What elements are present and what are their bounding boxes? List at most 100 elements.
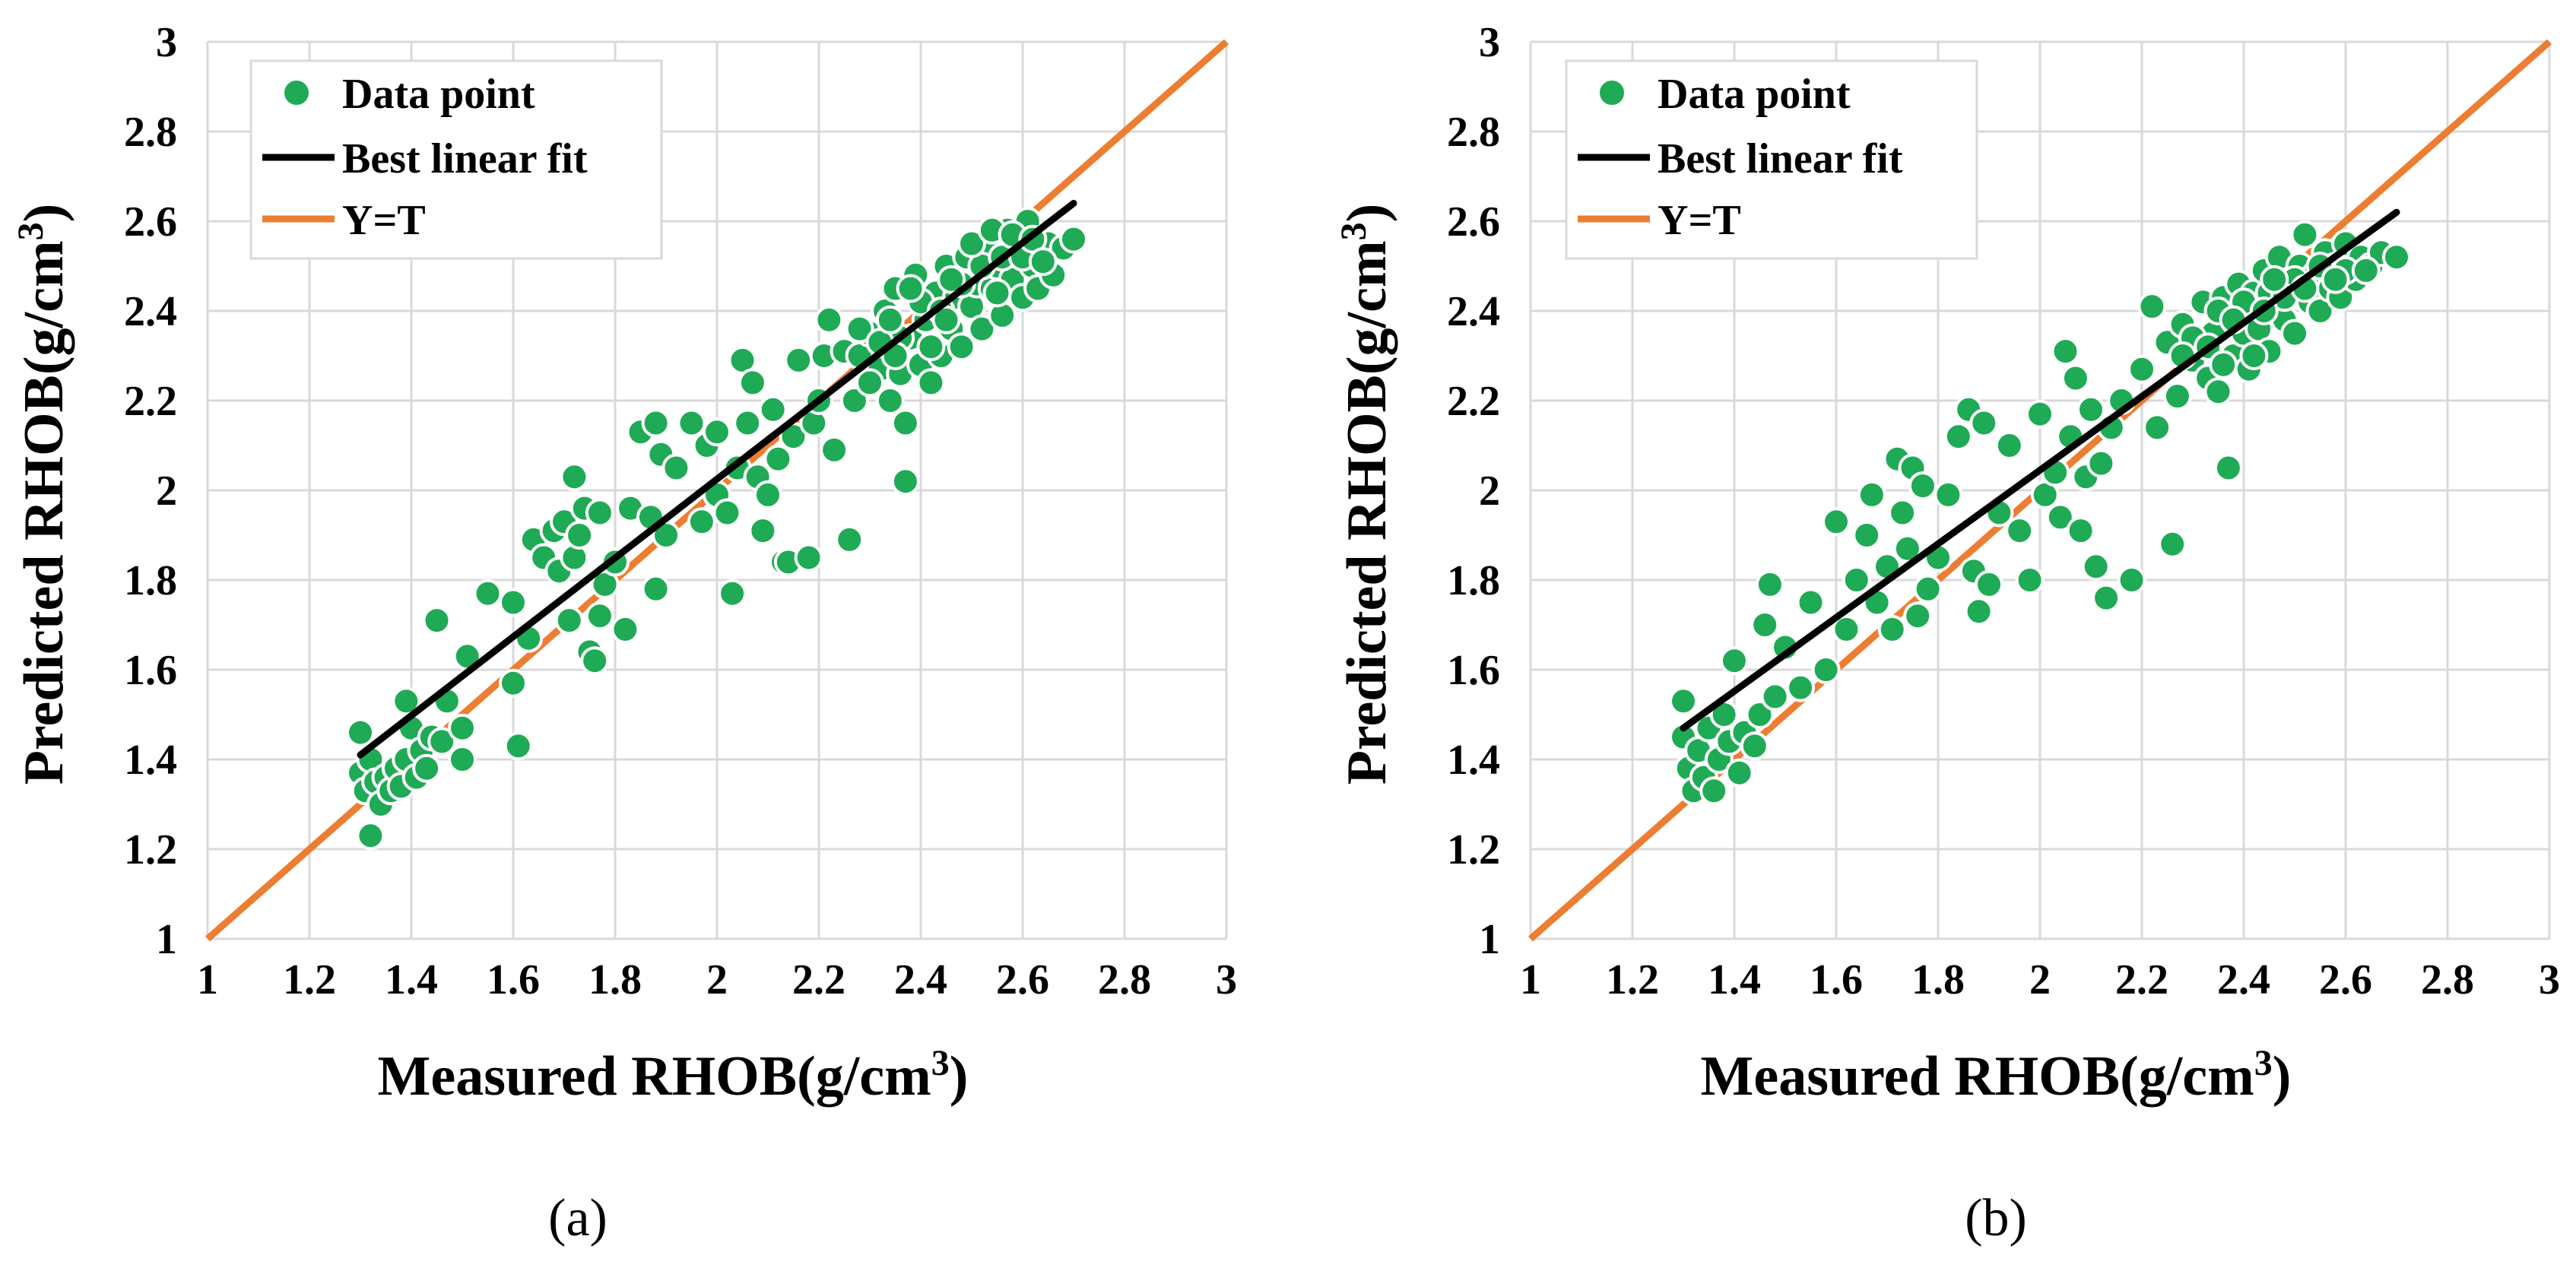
data-point [580, 646, 610, 676]
x-tick-label: 2.6 [2319, 956, 2372, 1003]
data-point [687, 507, 716, 537]
data-point [2213, 453, 2243, 483]
data-point [1994, 431, 2024, 460]
legend-marker-data-point [281, 78, 312, 108]
y-tick-label: 2.6 [124, 198, 177, 246]
data-point [448, 745, 477, 774]
data-point [1903, 601, 1933, 631]
y-axis-label: Predicted RHOB(g/cm3) [1334, 204, 1398, 785]
y-axis-label: Predicted RHOB(g/cm3) [11, 204, 75, 785]
chart-panel-a: 1 1.2 1.4 1.6 1.8 2 2.2 2.4 2.6 2.8 3 1 1.2 1.4 1.6 1.8… [11, 19, 1237, 1247]
y-tick-label: 1.2 [124, 826, 177, 873]
x-tick-label: 2.8 [2421, 956, 2474, 1003]
data-point [2005, 516, 2035, 546]
data-point [427, 727, 457, 756]
y-tick-label: 1.8 [124, 557, 177, 604]
data-point [763, 444, 793, 474]
data-point [1750, 610, 1780, 639]
x-tick-label: 1.2 [283, 956, 336, 1003]
data-point [2203, 377, 2233, 407]
x-tick-label: 1.8 [588, 956, 642, 1003]
data-point [2280, 319, 2309, 348]
data-point [1796, 588, 1826, 617]
data-point [2239, 341, 2269, 370]
data-point [839, 386, 869, 415]
data-point [1892, 534, 1922, 563]
data-point [560, 462, 589, 492]
data-point [1745, 700, 1775, 729]
data-point [2117, 566, 2146, 594]
data-point [784, 345, 814, 375]
legend-label-best-fit: Best linear fit [342, 135, 588, 182]
y-tick-label: 1 [156, 916, 177, 963]
best-fit-line [1680, 208, 2400, 732]
data-point [1755, 569, 1784, 599]
data-point [2143, 413, 2172, 442]
data-point [1059, 224, 1088, 254]
x-tick-label: 2.4 [2217, 956, 2270, 1003]
data-point [2137, 292, 2167, 322]
x-tick-label: 1.4 [1708, 956, 1761, 1003]
data-point [1669, 686, 1698, 716]
data-point [2060, 363, 2090, 393]
x-tick-label: 2.2 [2115, 956, 2168, 1003]
data-point [412, 753, 442, 783]
data-point [1028, 247, 1058, 277]
y-tick-label: 1.6 [124, 647, 177, 694]
data-point [2321, 265, 2350, 294]
data-point [712, 498, 742, 528]
data-point [503, 731, 533, 761]
x-tick-label: 1.6 [1810, 956, 1863, 1003]
data-point [1857, 480, 1886, 509]
data-point [1943, 422, 1973, 452]
data-point [820, 435, 849, 464]
data-point [2351, 255, 2381, 285]
legend-label-data-point: Data point [342, 71, 535, 118]
y-tick-label: 1.8 [1447, 557, 1500, 604]
data-point [967, 314, 997, 344]
data-point [931, 305, 961, 334]
data-point [916, 368, 946, 398]
data-point [677, 408, 706, 438]
data-point [2066, 516, 2095, 546]
data-point [2026, 399, 2054, 429]
y-tick-label: 2.4 [124, 288, 177, 335]
best-fit-line [357, 199, 1077, 759]
legend-marker-data-point [1597, 78, 1627, 108]
data-point [422, 606, 452, 636]
data-point [2209, 350, 2238, 379]
y-tick-label: 2.8 [124, 109, 177, 156]
data-point [814, 305, 844, 334]
data-point [356, 821, 385, 851]
data-point [2086, 449, 2116, 478]
data-point [392, 686, 421, 716]
data-point [890, 467, 920, 496]
data-point [2162, 382, 2192, 411]
data-point [855, 368, 884, 398]
data-point [1888, 498, 1918, 528]
legend-label-yt: Y=T [342, 197, 426, 244]
x-tick-label: 3 [2539, 956, 2560, 1003]
x-tick-label: 1.2 [1606, 956, 1659, 1003]
y-tick-label: 1.4 [1447, 737, 1500, 784]
data-point [703, 417, 731, 447]
y-tick-label: 1 [1479, 916, 1500, 963]
data-point [585, 601, 614, 631]
x-tick-label: 1.8 [1911, 956, 1965, 1003]
x-tick-label: 3 [1216, 956, 1237, 1003]
data-point [641, 574, 671, 604]
panel-caption-b: (b) [1965, 1189, 2027, 1247]
data-point [1934, 480, 1963, 509]
y-tick-label: 3 [1479, 19, 1500, 66]
data-point [947, 332, 976, 362]
data-point [758, 395, 788, 424]
data-point [982, 278, 1012, 308]
y-tick-label: 2.2 [124, 378, 177, 425]
data-point [1786, 673, 1816, 702]
data-point [957, 229, 986, 258]
data-point [733, 408, 763, 438]
data-point [845, 314, 874, 344]
data-point [1822, 507, 1851, 537]
x-tick-label: 2.6 [996, 956, 1049, 1003]
